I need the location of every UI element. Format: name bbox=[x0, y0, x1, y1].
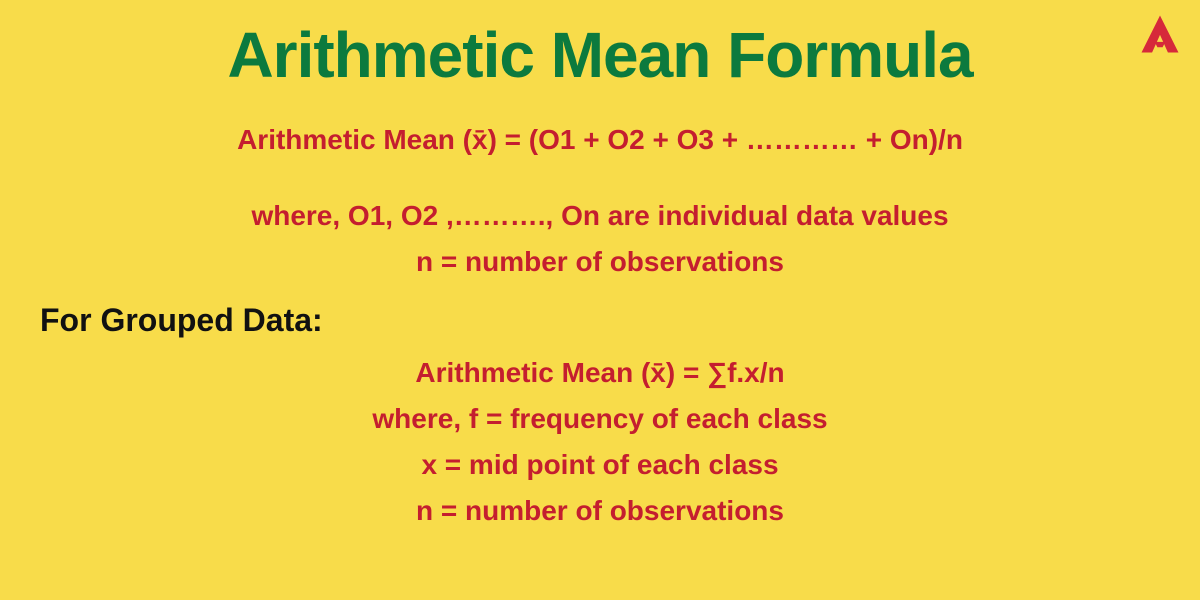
spacer bbox=[40, 166, 1160, 196]
grouped-where-3: n = number of observations bbox=[40, 491, 1160, 531]
grouped-formula: Arithmetic Mean (x̄) = ∑f.x/n bbox=[40, 353, 1160, 393]
grouped-section-header: For Grouped Data: bbox=[40, 302, 1160, 339]
grouped-where-2: x = mid point of each class bbox=[40, 445, 1160, 485]
formula-card: Arithmetic Mean Formula Arithmetic Mean … bbox=[0, 0, 1200, 600]
logo-a-icon bbox=[1138, 12, 1182, 56]
ungrouped-where-1: where, O1, O2 ,………., On are individual d… bbox=[40, 196, 1160, 236]
ungrouped-formula: Arithmetic Mean (x̄) = (O1 + O2 + O3 + …… bbox=[40, 120, 1160, 160]
page-title: Arithmetic Mean Formula bbox=[40, 18, 1160, 92]
brand-logo bbox=[1138, 12, 1182, 56]
grouped-where-1: where, f = frequency of each class bbox=[40, 399, 1160, 439]
ungrouped-where-2: n = number of observations bbox=[40, 242, 1160, 282]
